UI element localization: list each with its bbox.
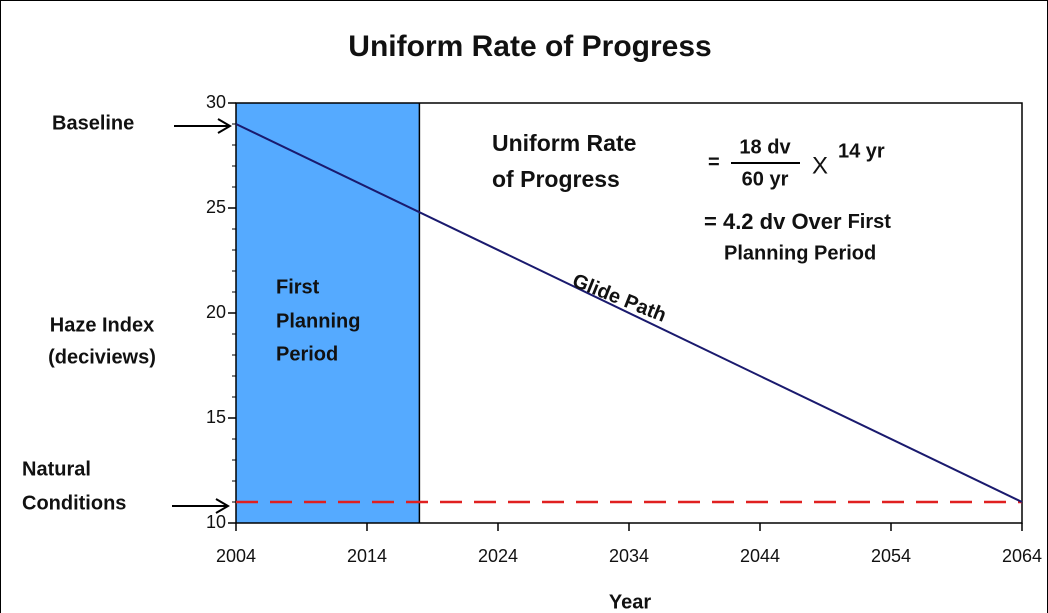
series-label: Glide Path: [569, 270, 669, 327]
natural-label: Natural: [22, 458, 91, 480]
period-label: Planning: [276, 310, 360, 332]
eq-equals: =: [708, 151, 720, 173]
arrows: [172, 118, 232, 514]
eq-numerator: 18 dv: [739, 136, 791, 158]
x-tick-label: 2004: [216, 546, 256, 566]
eq-denominator: 60 yr: [742, 168, 789, 190]
natural-label: Conditions: [22, 492, 126, 514]
glide-path: [235, 123, 1023, 503]
y-tick-label: 20: [206, 302, 226, 322]
y-axis-label: (deciviews): [48, 346, 156, 368]
eq-result: = 4.2 dv Over First: [704, 209, 891, 234]
eq-result-first: First: [848, 211, 892, 233]
x-axis-label: Year: [609, 591, 651, 613]
y-axis-label: Haze Index: [50, 314, 154, 336]
chart-title: Uniform Rate of Progress: [348, 30, 711, 63]
y-tick-label: 10: [206, 512, 226, 532]
period-label: Period: [276, 343, 338, 365]
eq-result-text: = 4.2 dv Over: [704, 209, 842, 234]
baseline-label: Baseline: [52, 112, 134, 134]
x-tick-label: 2064: [1002, 546, 1042, 566]
baseline-arrow: [174, 118, 232, 134]
eq-times: X: [812, 152, 828, 179]
y-tick-label: 25: [206, 197, 226, 217]
x-tick-label: 2044: [740, 546, 780, 566]
y-tick-label: 30: [206, 92, 226, 112]
urp-label: of Progress: [492, 166, 620, 192]
shaded-region: [236, 103, 420, 523]
x-tick-label: 2024: [478, 546, 518, 566]
y-tick-label: 15: [206, 407, 226, 427]
x-tick-label: 2014: [347, 546, 387, 566]
period-label: First: [276, 276, 320, 298]
x-tick-label: 2054: [871, 546, 911, 566]
natural-arrow: [172, 498, 230, 514]
urp-label: Uniform Rate: [492, 130, 636, 156]
eq-years: 14 yr: [838, 140, 885, 162]
x-tick-label: 2034: [609, 546, 649, 566]
eq-result-line2: Planning Period: [724, 242, 876, 264]
